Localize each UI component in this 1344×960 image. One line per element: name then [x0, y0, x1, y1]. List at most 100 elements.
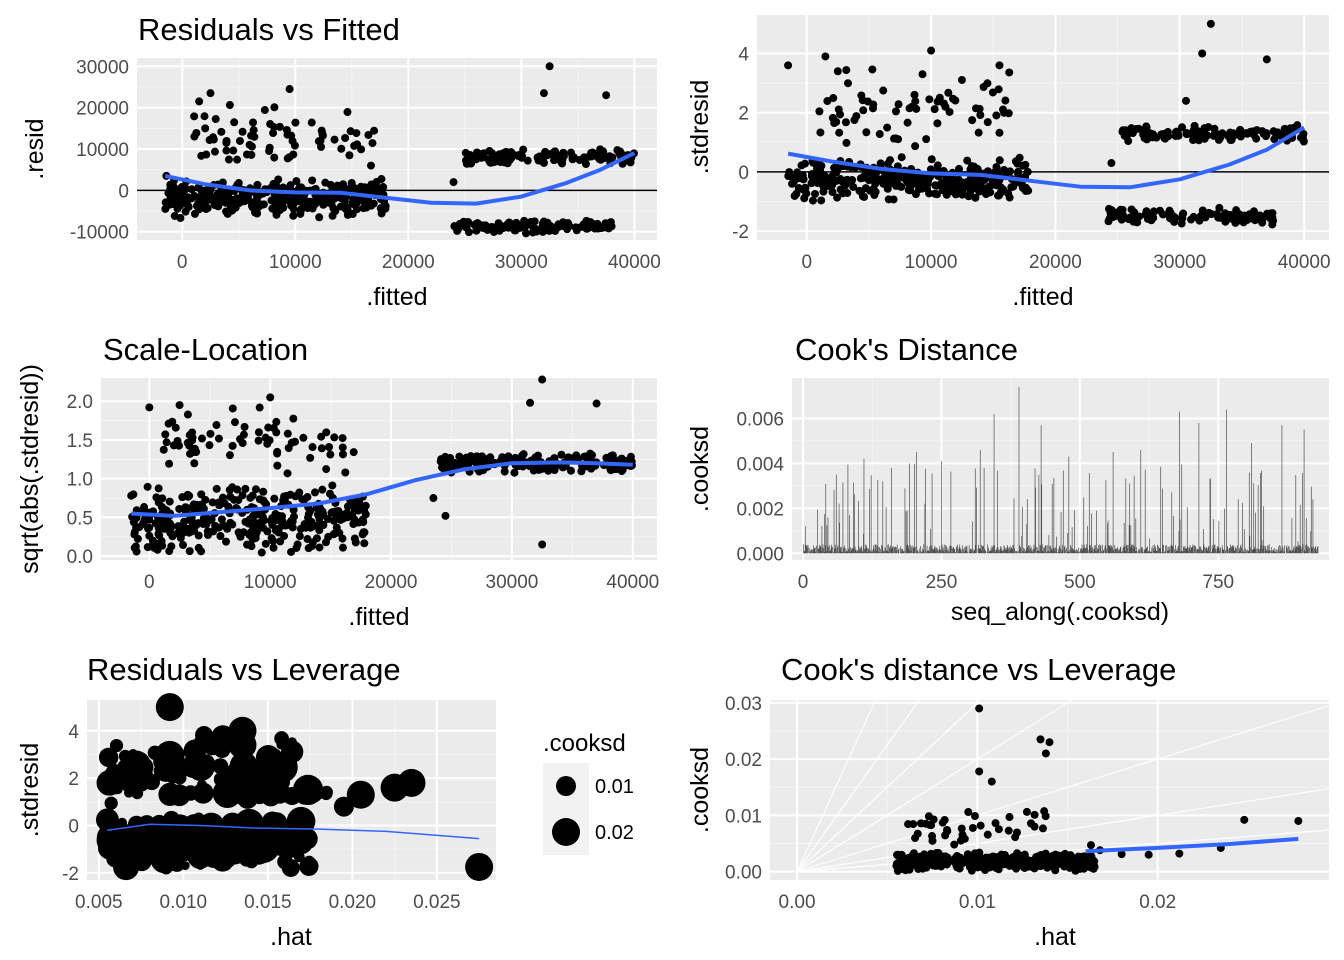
data-point — [249, 126, 258, 135]
data-point — [510, 468, 519, 477]
chart-title: Cook's distance vs Leverage — [781, 652, 1176, 687]
data-point — [283, 429, 292, 438]
data-point — [233, 155, 242, 164]
data-point — [1240, 815, 1249, 824]
data-point — [168, 417, 177, 426]
data-point — [931, 859, 940, 868]
data-point — [201, 495, 210, 504]
data-point — [181, 207, 190, 216]
data-point — [1128, 126, 1137, 135]
data-point — [785, 172, 794, 181]
data-point — [145, 403, 154, 412]
data-point — [1131, 211, 1140, 220]
data-point — [254, 765, 271, 783]
data-point — [341, 468, 350, 477]
data-point — [538, 540, 547, 549]
data-point — [461, 148, 470, 157]
data-point — [1179, 209, 1188, 218]
data-point — [848, 176, 857, 185]
data-point — [937, 178, 946, 187]
data-point — [808, 196, 817, 205]
data-point — [429, 494, 438, 503]
data-point — [1182, 130, 1191, 139]
panel-residuals-vs-leverage: Residuals vs Leverage 0.005 0.010 0.015 0.0… — [16, 652, 634, 951]
data-point — [352, 129, 361, 138]
contour-line — [796, 705, 1330, 873]
y-tick-label: 0.02 — [725, 750, 762, 771]
data-point — [176, 838, 187, 849]
data-point — [299, 433, 308, 442]
data-point — [228, 404, 237, 413]
data-point — [269, 424, 278, 433]
data-point — [455, 452, 464, 461]
contour-line — [796, 787, 1330, 873]
data-point — [909, 820, 918, 829]
y-axis-title: .cooksd — [686, 747, 714, 833]
data-point — [112, 786, 121, 795]
data-point — [447, 463, 456, 472]
data-point — [1212, 210, 1221, 219]
data-point — [269, 543, 278, 552]
data-point — [265, 146, 274, 155]
data-point — [857, 91, 866, 100]
chart-title: Residuals vs Leverage — [87, 652, 401, 687]
data-point — [1001, 96, 1010, 105]
data-point — [190, 526, 199, 535]
data-point — [849, 182, 858, 191]
data-point — [1163, 127, 1172, 136]
data-point — [238, 837, 248, 847]
y-tick-label: 0.002 — [736, 499, 784, 520]
data-point — [913, 829, 922, 838]
data-point — [170, 189, 179, 198]
data-point — [251, 534, 260, 543]
data-point — [823, 97, 832, 106]
data-point — [353, 140, 362, 149]
data-point — [1043, 863, 1052, 872]
data-point — [317, 432, 326, 441]
data-points — [95, 693, 494, 881]
data-point — [145, 523, 154, 532]
data-point — [198, 193, 207, 202]
x-tick-label: 40000 — [606, 572, 659, 593]
data-point — [177, 195, 186, 204]
data-point — [157, 537, 166, 546]
data-point — [625, 157, 634, 166]
data-point — [284, 443, 293, 452]
data-point — [537, 156, 546, 165]
data-point — [922, 135, 931, 144]
data-point — [188, 436, 197, 445]
data-point — [157, 761, 167, 771]
data-point — [308, 176, 317, 185]
y-tick-label: 1.5 — [67, 431, 93, 452]
data-point — [175, 401, 184, 410]
data-point — [292, 177, 301, 186]
data-point — [1142, 207, 1151, 216]
data-point — [193, 201, 202, 210]
data-point — [792, 189, 801, 198]
data-point — [1206, 19, 1215, 28]
data-point — [174, 522, 183, 531]
data-point — [211, 521, 220, 530]
data-point — [323, 515, 332, 524]
data-point — [957, 75, 966, 84]
data-point — [163, 517, 172, 526]
data-point — [1175, 849, 1184, 858]
data-point — [987, 777, 996, 786]
data-point — [154, 524, 163, 533]
data-point — [1046, 855, 1055, 864]
x-tick-label: 10000 — [905, 252, 958, 273]
data-point — [884, 195, 893, 204]
data-point — [1005, 68, 1014, 77]
data-point — [575, 155, 584, 164]
data-point — [187, 185, 196, 194]
data-point — [842, 138, 851, 147]
data-point — [348, 210, 357, 219]
data-point — [486, 453, 495, 462]
x-tick-label: 20000 — [365, 572, 418, 593]
data-point — [829, 94, 838, 103]
data-point — [201, 124, 210, 133]
data-point — [928, 832, 937, 841]
data-point — [862, 128, 871, 137]
data-point — [183, 410, 192, 419]
x-tick-label: 0.005 — [75, 892, 123, 913]
